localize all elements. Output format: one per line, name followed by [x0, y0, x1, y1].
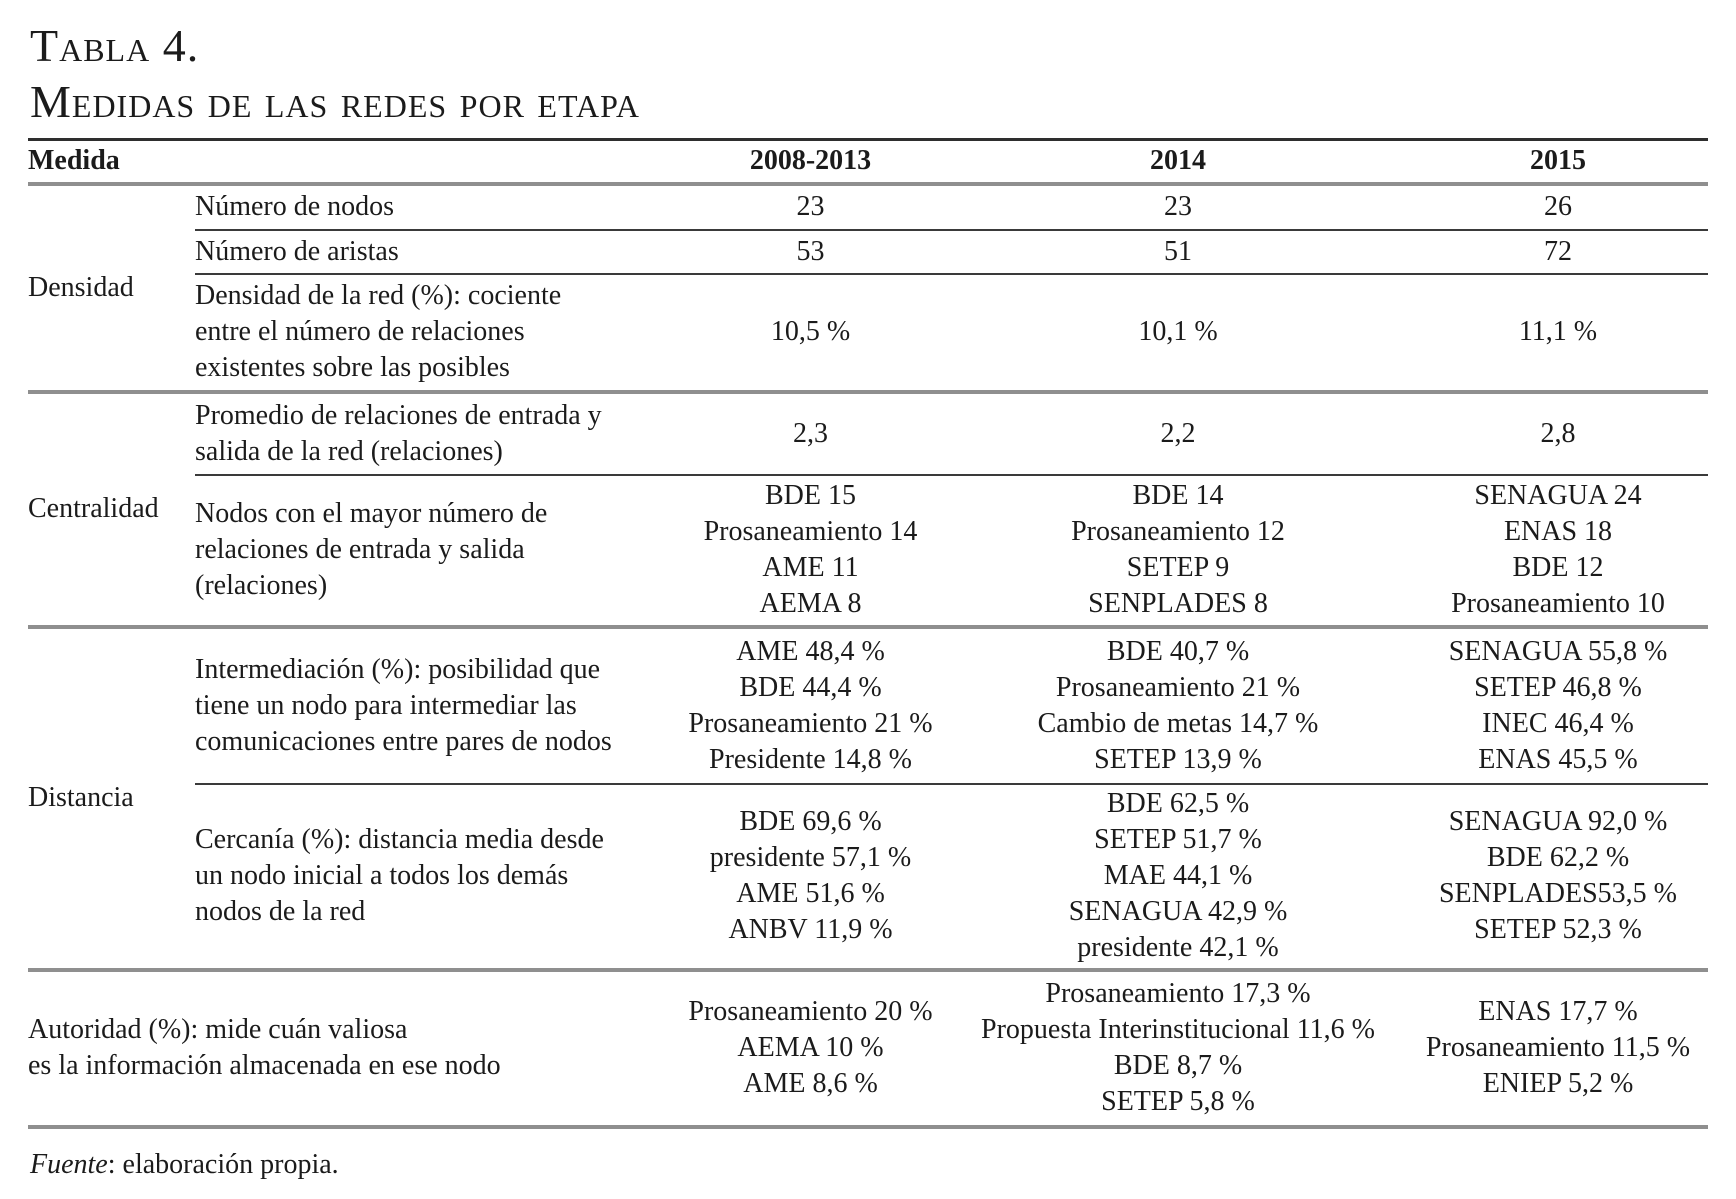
desc-cercania: Cercanía (%): distancia media desde un n…: [195, 783, 673, 972]
row-intermediacion: Distancia Intermediación (%): posibilida…: [28, 626, 1708, 972]
row-promedio-relaciones: Centralidad Promedio de relaciones de en…: [28, 391, 1708, 629]
promedio-relaciones-2008-2013: 2,3: [673, 391, 948, 476]
header-2014: 2014: [948, 138, 1408, 186]
desc-nodos-mayor-numero: Nodos con el mayor número de relaciones …: [195, 474, 673, 629]
promedio-relaciones-2014: 2,2: [948, 391, 1408, 476]
numero-nodos-2015: 26: [1408, 183, 1708, 231]
desc-intermediacion: Intermediación (%): posibilidad que tien…: [195, 626, 673, 785]
desc-numero-nodos: Número de nodos: [195, 183, 673, 231]
row-cercania: Cercanía (%): distancia media desde un n…: [28, 783, 1708, 972]
header-2008-2013: 2008-2013: [673, 138, 948, 186]
promedio-relaciones-2015: 2,8: [1408, 391, 1708, 476]
autoridad-2015: ENAS 17,7 % Prosaneamiento 11,5 % ENIEP …: [1408, 969, 1708, 1129]
header-2015: 2015: [1408, 138, 1708, 186]
desc-autoridad: Autoridad (%): mide cuán valiosa es la i…: [28, 969, 673, 1129]
cercania-2015: SENAGUA 92,0 % BDE 62,2 % SENPLADES53,5 …: [1408, 783, 1708, 972]
group-label-densidad: Densidad: [28, 183, 195, 394]
row-densidad-red: Densidad de la red (%): cociente entre e…: [28, 273, 1708, 394]
desc-promedio-relaciones: Promedio de relaciones de entrada y sali…: [195, 391, 673, 476]
measures-table: Medida 2008-2013 2014 2015 Densidad Núme…: [28, 138, 1708, 1129]
numero-aristas-2014: 51: [948, 229, 1408, 275]
header-medida: Medida: [28, 138, 673, 186]
nodos-mayor-2008-2013: BDE 15 Prosaneamiento 14 AME 11 AEMA 8: [673, 474, 948, 629]
autoridad-2008-2013: Prosaneamiento 20 % AEMA 10 % AME 8,6 %: [673, 969, 948, 1129]
group-label-distancia: Distancia: [28, 626, 195, 972]
numero-aristas-2015: 72: [1408, 229, 1708, 275]
source-text: : elaboración propia.: [107, 1148, 339, 1180]
row-autoridad: Autoridad (%): mide cuán valiosa es la i…: [28, 969, 1708, 1129]
source-note: Fuente: elaboración propia.: [30, 1149, 1736, 1181]
numero-nodos-2008-2013: 23: [673, 183, 948, 231]
nodos-mayor-2015: SENAGUA 24 ENAS 18 BDE 12 Prosaneamiento…: [1408, 474, 1708, 629]
nodos-mayor-2014: BDE 14 Prosaneamiento 12 SETEP 9 SENPLAD…: [948, 474, 1408, 629]
intermediacion-2008-2013: AME 48,4 % BDE 44,4 % Prosaneamiento 21 …: [673, 626, 948, 785]
autoridad-2014: Prosaneamiento 17,3 % Propuesta Interins…: [948, 969, 1408, 1129]
densidad-red-2008-2013: 10,5 %: [673, 273, 948, 394]
group-label-centralidad: Centralidad: [28, 391, 195, 629]
numero-nodos-2014: 23: [948, 183, 1408, 231]
cercania-2008-2013: BDE 69,6 % presidente 57,1 % AME 51,6 % …: [673, 783, 948, 972]
row-numero-aristas: Número de aristas 53 51 72: [28, 229, 1708, 275]
table-title-block: Tabla 4. Medidas de las redes por etapa: [30, 18, 1736, 130]
desc-densidad-red: Densidad de la red (%): cociente entre e…: [195, 273, 673, 394]
row-nodos-mayor-numero: Nodos con el mayor número de relaciones …: [28, 474, 1708, 629]
header-row: Medida 2008-2013 2014 2015: [28, 138, 1708, 186]
densidad-red-2014: 10,1 %: [948, 273, 1408, 394]
source-label: Fuente: [30, 1148, 108, 1180]
densidad-red-2015: 11,1 %: [1408, 273, 1708, 394]
table-number: Tabla 4.: [30, 20, 200, 71]
document-page: Tabla 4. Medidas de las redes por etapa …: [0, 18, 1736, 1199]
cercania-2014: BDE 62,5 % SETEP 51,7 % MAE 44,1 % SENAG…: [948, 783, 1408, 972]
desc-numero-aristas: Número de aristas: [195, 229, 673, 275]
numero-aristas-2008-2013: 53: [673, 229, 948, 275]
table-caption: Medidas de las redes por etapa: [30, 76, 641, 127]
row-numero-nodos: Densidad Número de nodos 23 23 26: [28, 183, 1708, 394]
intermediacion-2014: BDE 40,7 % Prosaneamiento 21 % Cambio de…: [948, 626, 1408, 785]
intermediacion-2015: SENAGUA 55,8 % SETEP 46,8 % INEC 46,4 % …: [1408, 626, 1708, 785]
